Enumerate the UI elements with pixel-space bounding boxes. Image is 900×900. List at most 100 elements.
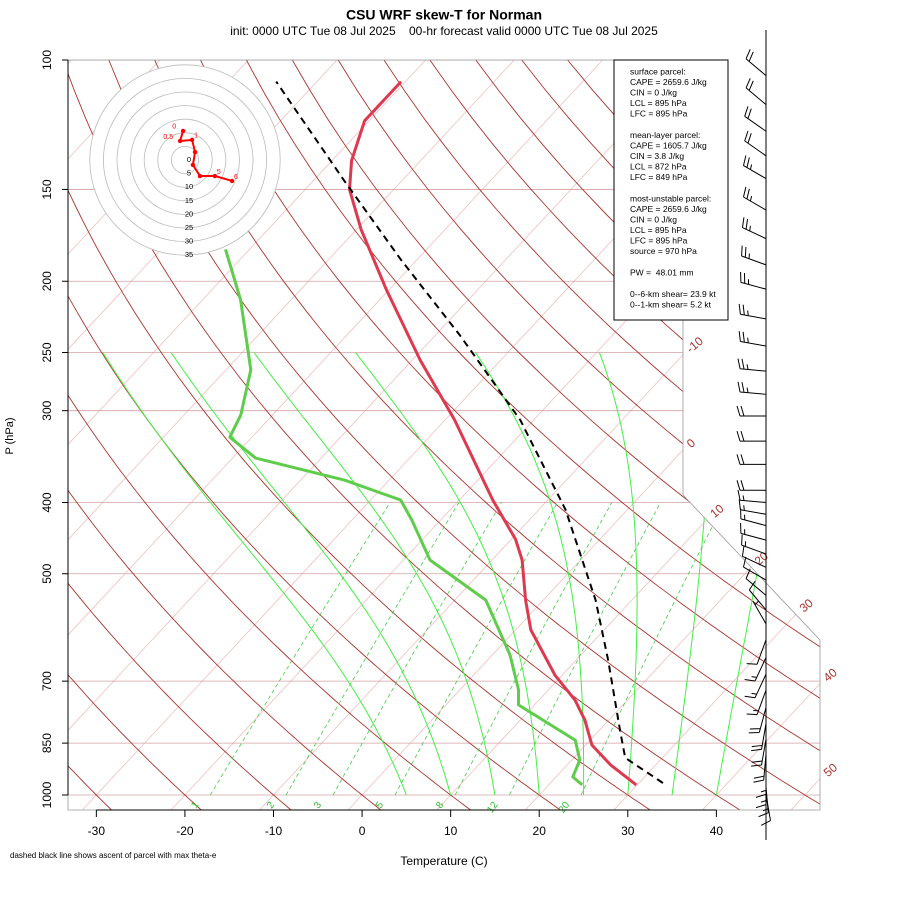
info-line: source = 970 hPa bbox=[630, 246, 697, 256]
info-line: CIN = 0 J/kg bbox=[630, 87, 677, 97]
x-tick-label: -10 bbox=[265, 824, 283, 838]
y-tick-label: 700 bbox=[40, 671, 54, 691]
wind-barb bbox=[746, 689, 767, 716]
wind-barb bbox=[741, 534, 767, 555]
y-tick-label: 1000 bbox=[40, 781, 54, 808]
info-text: surface parcel: CAPE = 2659.6 J/kg CIN = 0… bbox=[630, 66, 716, 309]
y-tick-label: 400 bbox=[40, 492, 54, 512]
wind-barb bbox=[748, 707, 767, 734]
hodograph-ring-label: 15 bbox=[185, 196, 193, 205]
wind-barb bbox=[740, 522, 767, 541]
wind-barb bbox=[736, 405, 767, 417]
wind-barb bbox=[742, 155, 767, 180]
wind-barb bbox=[751, 723, 767, 752]
wind-barb bbox=[737, 358, 767, 372]
wind-barb bbox=[740, 271, 767, 290]
wind-barb bbox=[744, 674, 767, 699]
isotherm bbox=[68, 60, 692, 810]
hodograph-ring-label: 30 bbox=[185, 237, 193, 246]
y-tick-label: 500 bbox=[40, 563, 54, 583]
hodograph-ring bbox=[116, 91, 254, 229]
mixing-ratio-line bbox=[332, 502, 502, 796]
hodograph-point bbox=[197, 173, 203, 179]
wind-barb bbox=[745, 568, 767, 596]
info-line: mean-layer parcel: bbox=[630, 130, 700, 140]
wind-barb bbox=[745, 49, 767, 76]
dry-adiabat bbox=[154, 60, 820, 810]
hodograph-point bbox=[190, 162, 196, 168]
wind-barb bbox=[744, 657, 767, 682]
wind-barb bbox=[736, 480, 767, 491]
isotherm bbox=[524, 60, 820, 810]
wind-barb bbox=[753, 754, 767, 783]
info-line: CAPE = 2659.6 J/kg bbox=[630, 204, 707, 214]
x-tick-label: 40 bbox=[710, 824, 724, 838]
info-box bbox=[613, 59, 729, 321]
hodograph-ring-label: 0 bbox=[187, 155, 191, 164]
wind-barb bbox=[741, 217, 767, 240]
dry-adiabat bbox=[246, 60, 820, 810]
isotherm bbox=[613, 60, 820, 810]
wind-barb bbox=[741, 545, 767, 568]
isotherm bbox=[68, 60, 604, 810]
info-line: LFC = 895 hPa bbox=[630, 108, 688, 118]
x-axis-label: Temperature (C) bbox=[400, 854, 487, 868]
y-axis-label: P (hPa) bbox=[4, 417, 16, 454]
hodograph-ring-label: 35 bbox=[185, 250, 193, 259]
info-line: LFC = 849 hPa bbox=[630, 172, 688, 182]
info-line: surface parcel: bbox=[630, 66, 686, 76]
wind-barb bbox=[742, 556, 767, 581]
y-tick-label: 100 bbox=[40, 50, 54, 70]
wind-barbs bbox=[736, 30, 771, 840]
y-tick-label: 300 bbox=[40, 400, 54, 420]
dry-adiabat bbox=[200, 60, 820, 810]
wind-barb bbox=[745, 78, 767, 105]
hodograph-point bbox=[192, 149, 198, 155]
moist-adiabat bbox=[355, 352, 540, 796]
mixing-ratio-line bbox=[454, 502, 613, 796]
hodograph-ring-label: 25 bbox=[185, 223, 193, 232]
wind-barb bbox=[744, 130, 767, 157]
moist-adiabat bbox=[170, 352, 452, 796]
isotherm bbox=[702, 60, 820, 810]
dry-adiabat bbox=[68, 60, 382, 810]
mixing-ratio-line bbox=[209, 502, 391, 796]
dry-adiabat bbox=[68, 60, 203, 810]
hodograph-point bbox=[189, 137, 195, 143]
info-line: most-unstable parcel: bbox=[630, 193, 711, 203]
x-tick-label: 30 bbox=[621, 824, 635, 838]
hodograph-ring-label: 10 bbox=[185, 182, 193, 191]
profile-line bbox=[275, 81, 664, 784]
mixing-ratio-label: 3 bbox=[312, 800, 324, 811]
dry-adiabat bbox=[337, 60, 820, 810]
dry-adiabat bbox=[68, 60, 472, 810]
footnote: dashed black line shows ascent of parcel… bbox=[10, 851, 217, 860]
x-tick-label: -30 bbox=[88, 824, 106, 838]
x-tick-label: 0 bbox=[359, 824, 366, 838]
dry-adiabat bbox=[108, 60, 820, 810]
moist-adiabat bbox=[475, 352, 585, 795]
dry-adiabat bbox=[68, 60, 742, 810]
info-line: LCL = 895 hPa bbox=[630, 98, 687, 108]
hodograph-point bbox=[180, 128, 186, 134]
hodograph-point bbox=[177, 138, 183, 144]
wind-barb bbox=[738, 331, 767, 347]
y-tick-label: 200 bbox=[40, 271, 54, 291]
wind-barb bbox=[760, 794, 771, 826]
hodograph-point-label: 1 bbox=[194, 133, 198, 140]
wind-barb bbox=[738, 303, 767, 320]
mixing-ratio-line bbox=[509, 502, 661, 796]
x-tick-label: 20 bbox=[533, 824, 547, 838]
mixing-ratio-label: 2 bbox=[265, 800, 277, 811]
info-line: 0--1-km shear= 5.2 kt bbox=[630, 299, 712, 309]
wind-barb bbox=[737, 381, 767, 395]
mixing-ratio-label: 5 bbox=[374, 800, 386, 811]
isotherm bbox=[68, 60, 515, 810]
y-tick-label: 250 bbox=[40, 342, 54, 362]
info-line: LFC = 895 hPa bbox=[630, 235, 688, 245]
wind-barb bbox=[738, 499, 767, 515]
isotherm bbox=[68, 60, 426, 810]
dry-adiabat bbox=[291, 60, 820, 810]
profiles bbox=[224, 80, 664, 787]
